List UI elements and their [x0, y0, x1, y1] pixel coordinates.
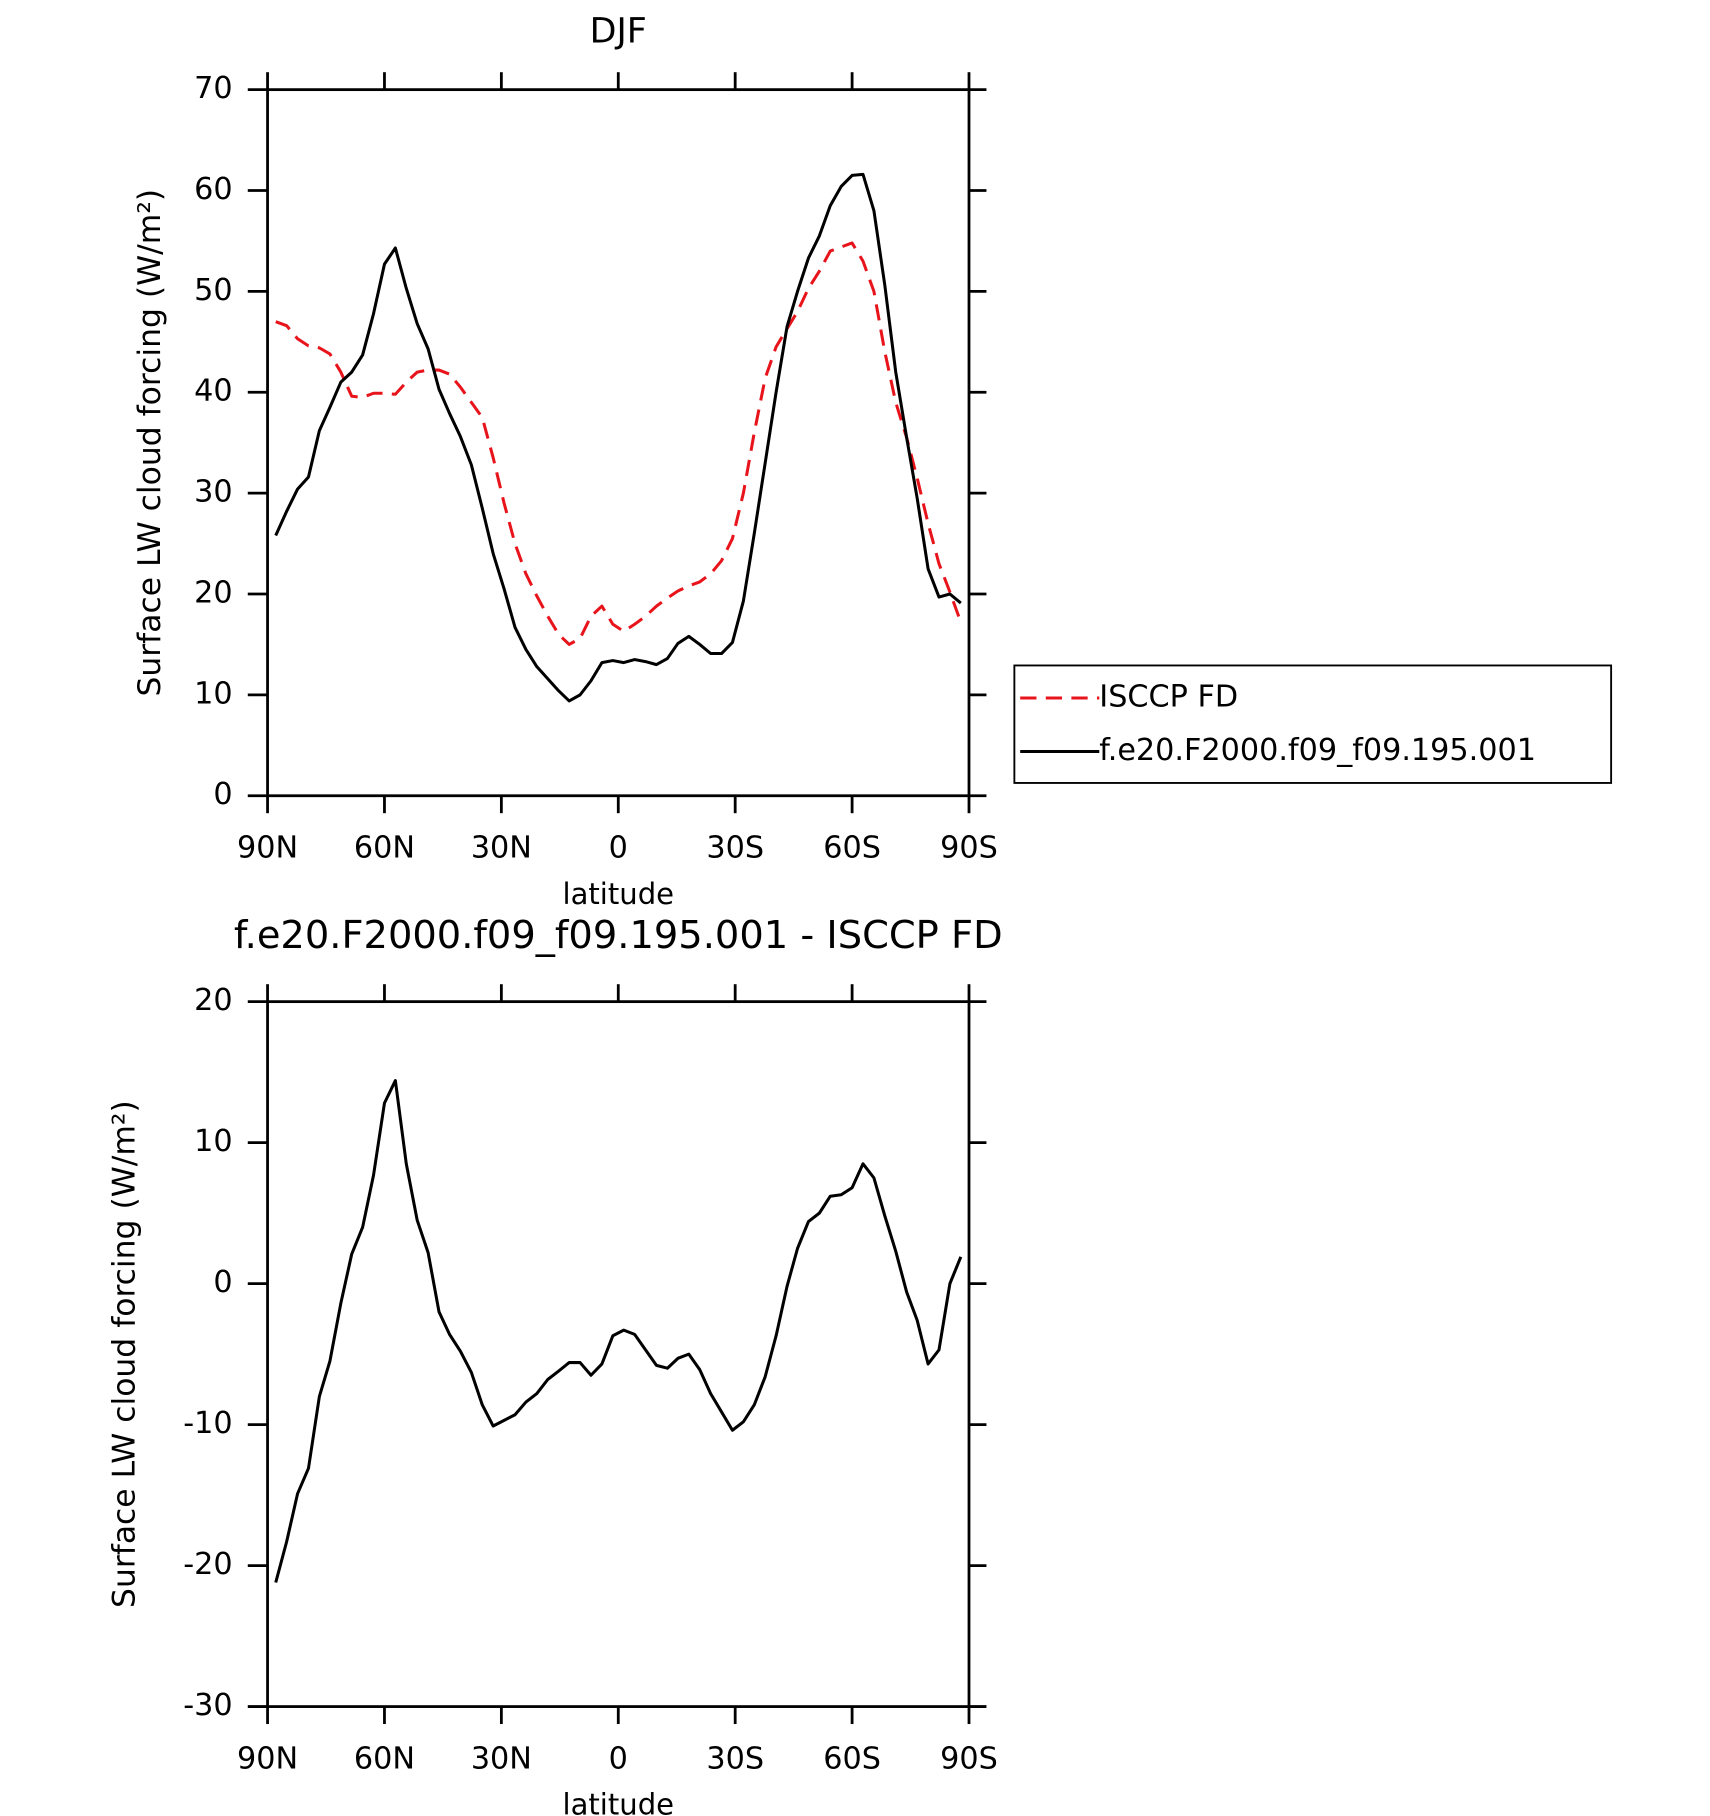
x-tick-label: 30N — [471, 1742, 532, 1777]
y-tick-label: -30 — [183, 1688, 232, 1723]
chart-title: DJF — [590, 12, 647, 52]
x-tick-label: 0 — [609, 831, 628, 866]
x-tick-label: 60N — [354, 1742, 415, 1777]
plot-frame — [266, 1000, 971, 1708]
data-line — [274, 172, 962, 703]
y-tick-label: 30 — [194, 475, 232, 510]
y-tick-label: 40 — [194, 374, 232, 409]
y-tick-label: 10 — [194, 676, 232, 711]
x-axis-label: latitude — [562, 877, 674, 911]
y-axis-label: Surface LW cloud forcing (W/m²) — [107, 1100, 143, 1608]
legend-box — [1013, 664, 1613, 784]
x-tick-label: 0 — [609, 1742, 628, 1777]
data-line — [275, 241, 963, 646]
data-line — [274, 1079, 963, 1583]
y-tick-label: 0 — [213, 1265, 232, 1300]
x-tick-label: 30S — [706, 1742, 764, 1777]
x-tick-label: 90N — [237, 1742, 298, 1777]
y-tick-label: -20 — [183, 1547, 232, 1582]
y-tick-label: 70 — [194, 71, 232, 106]
y-tick-label: -10 — [183, 1406, 232, 1441]
y-tick-label: 10 — [194, 1124, 232, 1159]
chart-title: f.e20.F2000.f09_f09.195.001 - ISCCP FD — [234, 913, 1003, 958]
x-tick-label: 30N — [471, 831, 532, 866]
x-tick-label: 90S — [940, 1742, 998, 1777]
y-tick-label: 60 — [194, 172, 232, 207]
y-tick-label: 20 — [194, 983, 232, 1018]
plot-frame — [266, 88, 971, 798]
x-tick-label: 60S — [823, 831, 881, 866]
x-tick-label: 90N — [237, 831, 298, 866]
x-tick-label: 60N — [354, 831, 415, 866]
x-tick-label: 30S — [706, 831, 764, 866]
y-tick-label: 20 — [194, 576, 232, 611]
legend-label: f.e20.F2000.f09_f09.195.001 — [1099, 733, 1536, 768]
y-axis-label: Surface LW cloud forcing (W/m²) — [132, 189, 168, 697]
legend-label: ISCCP FD — [1099, 680, 1238, 715]
y-tick-label: 50 — [194, 273, 232, 308]
x-axis-label: latitude — [562, 1788, 674, 1816]
x-tick-label: 90S — [940, 831, 998, 866]
x-tick-label: 60S — [823, 1742, 881, 1777]
y-tick-label: 0 — [213, 777, 232, 812]
